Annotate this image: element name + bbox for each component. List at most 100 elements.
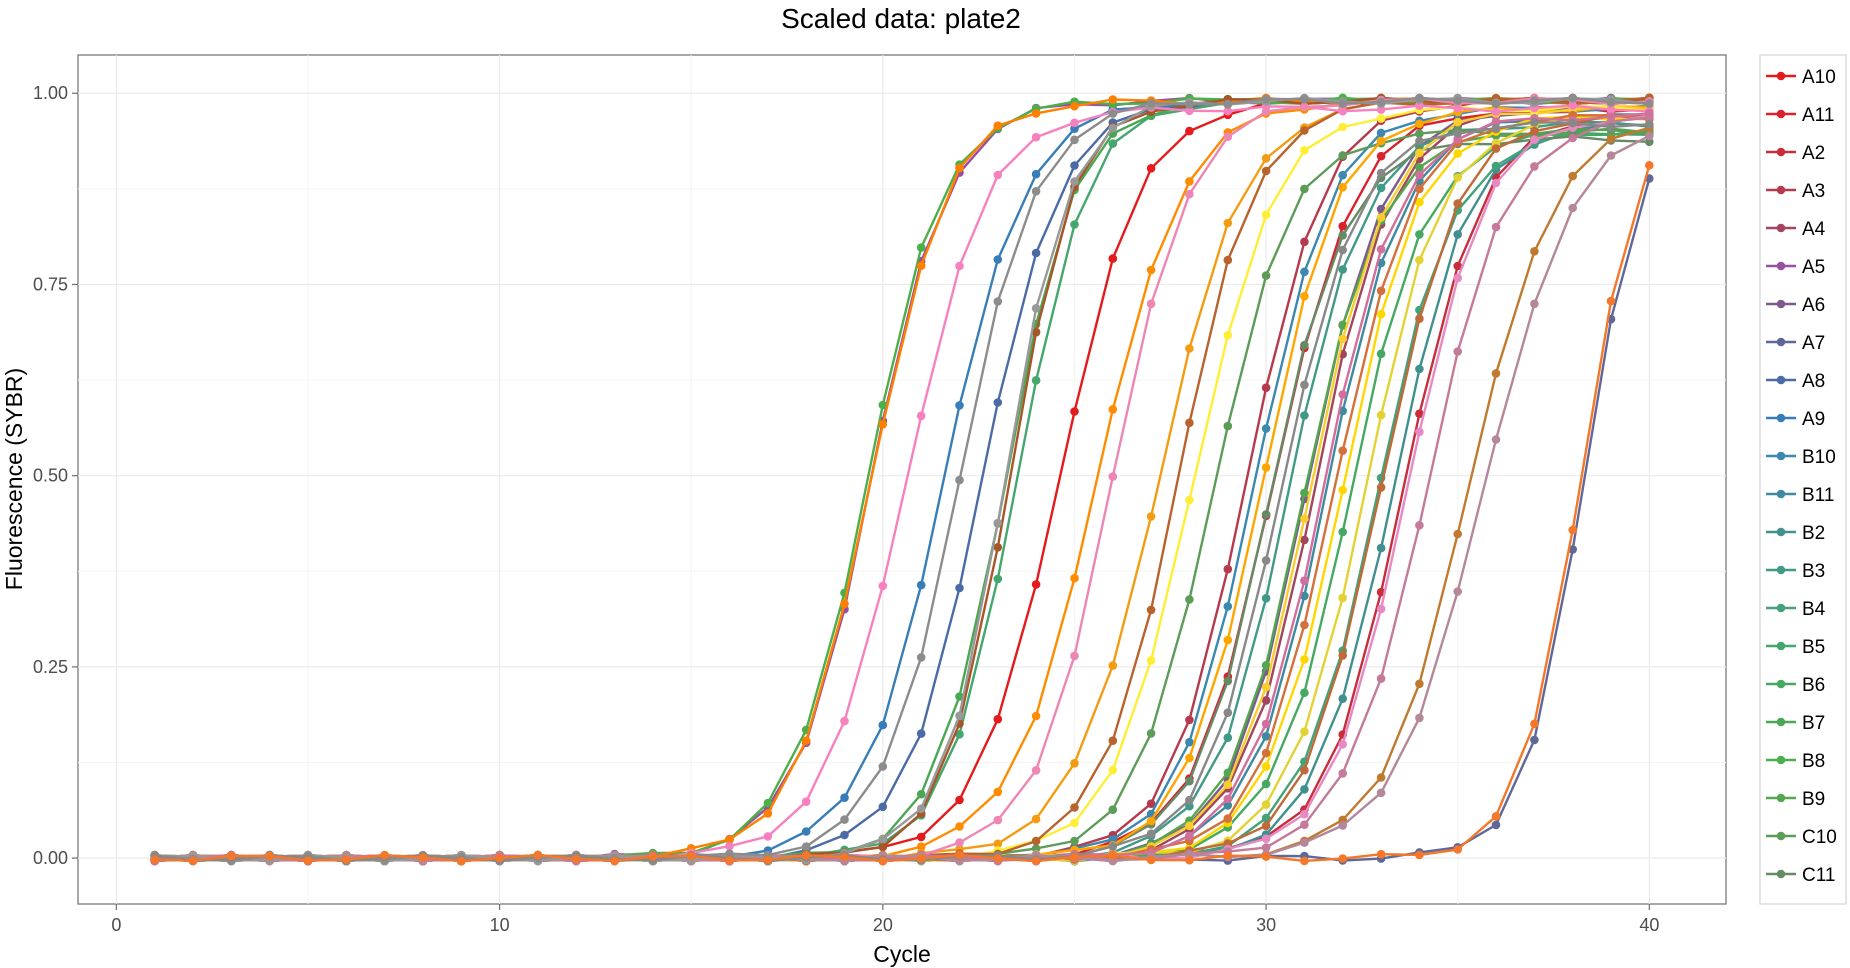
data-point (1223, 814, 1233, 823)
data-point (1376, 773, 1386, 782)
data-point (1376, 213, 1386, 222)
data-point (1300, 838, 1309, 847)
data-point (1568, 545, 1577, 554)
legend-item-B8: B8 (1766, 751, 1825, 772)
data-point (763, 855, 773, 865)
data-point (1568, 101, 1577, 110)
data-point (1415, 101, 1424, 110)
data-point (878, 420, 888, 429)
data-point (1108, 109, 1118, 118)
data-point (1223, 708, 1233, 717)
data-point (1300, 809, 1309, 819)
data-point (1300, 340, 1309, 350)
data-point (1070, 836, 1079, 846)
data-point (763, 798, 773, 808)
series-group (150, 93, 1654, 866)
data-point (1606, 105, 1616, 115)
data-point (993, 854, 1003, 863)
data-point (878, 762, 888, 771)
data-point (1261, 813, 1271, 823)
data-point (1261, 556, 1271, 565)
data-point (1146, 299, 1156, 309)
data-point (725, 841, 734, 851)
legend-key-point (1776, 261, 1786, 271)
data-point (1031, 766, 1041, 775)
y-tick-label: 0.75 (33, 274, 68, 294)
data-point (1453, 587, 1462, 596)
data-point (1108, 661, 1118, 670)
data-point (1223, 733, 1233, 742)
data-point (1530, 96, 1539, 105)
data-point (1185, 418, 1194, 428)
data-point (1146, 799, 1156, 808)
data-point (1376, 151, 1386, 161)
legend: A10 A11 A2 A3 A4 A5 A6 A7 A8 A9 B10 B11 B2 B3 B4 B5 B6 B7… (1759, 54, 1847, 905)
data-point (763, 809, 773, 818)
data-point (1223, 218, 1233, 228)
data-point (1338, 769, 1347, 778)
data-point (1261, 696, 1271, 705)
data-point (1261, 94, 1271, 104)
data-point (1376, 604, 1386, 614)
data-point (1300, 535, 1309, 545)
data-point (1300, 292, 1309, 301)
data-point (1185, 855, 1194, 865)
data-point (993, 297, 1003, 306)
legend-label: A10 (1802, 67, 1836, 88)
legend-key-point (1776, 717, 1786, 727)
data-point (1453, 529, 1462, 539)
data-point (1223, 851, 1233, 860)
data-point (1300, 267, 1309, 277)
data-point (1491, 222, 1501, 232)
data-point (993, 398, 1003, 407)
y-tick-label: 0.50 (33, 466, 68, 486)
legend-label: B3 (1802, 561, 1825, 582)
data-point (1415, 148, 1424, 158)
legend-key-point (1776, 109, 1786, 119)
data-point (840, 716, 849, 726)
data-point (1530, 247, 1539, 256)
legend-items: A10 A11 A2 A3 A4 A5 A6 A7 A8 A9 B10 B11 B2 B3 B4 B5 B6 B7… (1766, 67, 1837, 886)
data-point (1453, 96, 1462, 105)
data-point (1376, 183, 1386, 193)
data-point (1300, 620, 1309, 630)
data-point (955, 583, 964, 593)
data-point (1453, 135, 1462, 144)
data-point (1146, 98, 1156, 108)
data-point (1300, 126, 1309, 135)
data-point (801, 736, 811, 745)
data-point (1261, 821, 1271, 831)
legend-label: A5 (1802, 257, 1825, 278)
legend-item-C10: C10 (1766, 827, 1837, 848)
data-point (955, 838, 964, 847)
data-point (878, 581, 888, 591)
data-point (1568, 171, 1577, 181)
data-point (1300, 184, 1309, 194)
data-point (1453, 273, 1462, 283)
data-point (1223, 780, 1233, 789)
data-point (1300, 727, 1309, 736)
data-point (1491, 107, 1501, 116)
data-point (1338, 527, 1347, 537)
data-point (993, 815, 1003, 825)
data-point (1376, 136, 1386, 146)
data-point (1645, 119, 1654, 129)
data-point (1185, 849, 1194, 859)
legend-key-point (1776, 565, 1786, 575)
data-point (1606, 122, 1616, 132)
legend-label: A3 (1802, 181, 1825, 202)
data-point (1453, 129, 1462, 138)
legend-label: B7 (1802, 713, 1825, 734)
data-point (1338, 122, 1347, 132)
data-point (1300, 237, 1309, 247)
data-point (1223, 99, 1233, 109)
data-point (1415, 679, 1424, 689)
data-point (955, 795, 964, 805)
data-point (1491, 435, 1501, 444)
legend-key-point (1776, 375, 1786, 385)
y-tick-label: 0.00 (33, 848, 68, 868)
data-point (1338, 334, 1347, 344)
data-point (1070, 135, 1079, 145)
data-point (380, 850, 389, 860)
data-point (1300, 688, 1309, 697)
